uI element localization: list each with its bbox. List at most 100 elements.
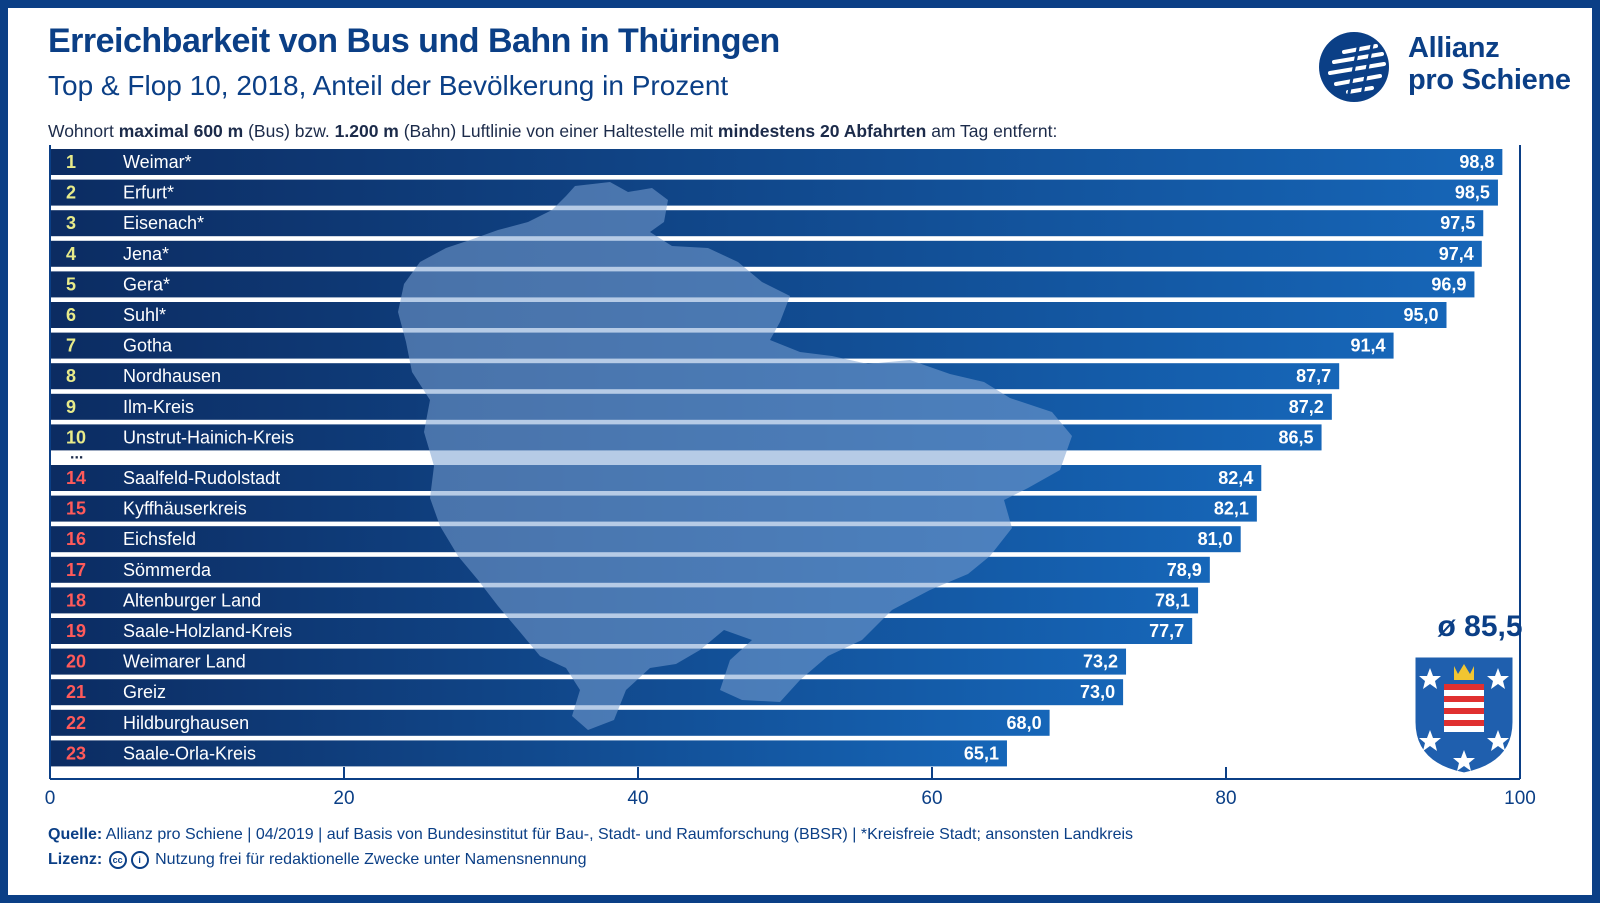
rank-label: 7 [66, 336, 76, 356]
value-label: 87,2 [1289, 397, 1324, 417]
rank-label: 3 [66, 213, 76, 233]
bar [50, 709, 1050, 736]
x-tick-label: 0 [45, 788, 56, 809]
category-label: Gotha [123, 336, 173, 356]
category-label: Erfurt* [123, 183, 174, 203]
ellipsis-label: ... [70, 445, 83, 462]
rank-label: 22 [66, 713, 86, 733]
rank-label: 9 [66, 397, 76, 417]
value-label: 86,5 [1279, 427, 1314, 447]
category-label: Saale-Holzland-Kreis [123, 621, 292, 641]
definition-note: Wohnort maximal 600 m (Bus) bzw. 1.200 m… [48, 121, 1057, 142]
rank-label: 2 [66, 183, 76, 203]
rank-label: 23 [66, 743, 86, 763]
allianz-pro-schiene-logo: Allianz pro Schiene [1318, 28, 1571, 106]
x-tick-label: 20 [333, 788, 354, 809]
license-text: Nutzung frei für redaktionelle Zwecke un… [155, 851, 587, 868]
note-bold: mindestens 20 Abfahrten [717, 121, 927, 141]
x-axis: 0 20 40 60 80 100 [45, 145, 1536, 809]
category-label: Nordhausen [123, 366, 221, 386]
rank-label: 10 [66, 427, 86, 447]
value-label: 73,2 [1083, 652, 1118, 672]
category-label: Saale-Orla-Kreis [123, 743, 256, 763]
value-label: 78,9 [1167, 560, 1202, 580]
rank-label: 16 [66, 529, 86, 549]
source-label: Quelle: [48, 826, 103, 843]
logo-text: Allianz pro Schiene [1408, 32, 1571, 96]
license-label: Lizenz: [48, 851, 103, 868]
rank-label: 5 [66, 274, 76, 294]
bar [50, 240, 1482, 267]
bar [50, 149, 1503, 175]
x-tick-label: 80 [1215, 788, 1236, 809]
value-label: 97,5 [1440, 213, 1475, 233]
attribution-icon: i [130, 851, 149, 869]
allianz-pro-schiene-logo-icon [1319, 32, 1389, 102]
bar [50, 179, 1498, 206]
category-label: Unstrut-Hainich-Kreis [123, 427, 294, 447]
category-label: Greiz [123, 682, 166, 702]
rank-label: 18 [66, 590, 86, 610]
value-label: 91,4 [1351, 336, 1386, 356]
rank-label: 1 [66, 152, 76, 172]
category-label: Weimarer Land [123, 652, 246, 672]
value-label: 78,1 [1155, 590, 1190, 610]
average-label: ø 85,5 [1437, 610, 1523, 643]
value-label: 87,7 [1296, 366, 1331, 386]
x-tick-label: 60 [921, 788, 942, 809]
source-note: Quelle: Allianz pro Schiene | 04/2019 | … [48, 826, 1133, 844]
category-label: Jena* [123, 244, 169, 264]
value-label: 96,9 [1431, 274, 1466, 294]
rank-label: 19 [66, 621, 86, 641]
thueringen-crest-icon [1412, 654, 1516, 776]
value-label: 81,0 [1198, 529, 1233, 549]
value-label: 98,8 [1459, 152, 1494, 172]
bar [50, 740, 1007, 767]
note-part: am Tag entfernt: [926, 121, 1058, 141]
value-label: 82,4 [1218, 468, 1253, 488]
license-note: Lizenz: cc i Nutzung frei für redaktionel… [48, 851, 586, 869]
category-label: Saalfeld-Rudolstadt [123, 468, 280, 488]
note-part: (Bahn) Luftlinie von einer Haltestelle m… [398, 121, 718, 141]
value-label: 73,0 [1080, 682, 1115, 702]
rank-label: 17 [66, 560, 86, 580]
category-label: Eisenach* [123, 213, 204, 233]
category-label: Sömmerda [123, 560, 212, 580]
x-tick-label: 40 [627, 788, 648, 809]
rank-label: 15 [66, 499, 86, 519]
note-bold: 1.200 m [334, 121, 399, 141]
category-label: Ilm-Kreis [123, 397, 194, 417]
value-label: 95,0 [1403, 305, 1438, 325]
rank-label: 14 [66, 468, 86, 488]
source-text: Allianz pro Schiene | 04/2019 | auf Basi… [102, 826, 1134, 843]
labels-group: 1 Weimar* 98,8 2 Erfurt* 98,5 3 Eisenach* 97,5 4 J… [66, 152, 1494, 763]
rank-label: 8 [66, 366, 76, 386]
category-label: Weimar* [123, 152, 192, 172]
category-label: Altenburger Land [123, 590, 261, 610]
chart-subtitle: Top & Flop 10, 2018, Anteil der Bevölker… [48, 70, 729, 101]
bar [50, 210, 1484, 237]
chart-title: Erreichbarkeit von Bus und Bahn in Thüri… [48, 22, 780, 60]
rank-label: 21 [66, 682, 86, 702]
category-label: Suhl* [123, 305, 166, 325]
logo-line: pro Schiene [1408, 64, 1571, 96]
rank-label: 4 [66, 244, 76, 264]
x-tick-label: 100 [1504, 788, 1536, 809]
note-bold: maximal 600 m [118, 121, 244, 141]
value-label: 65,1 [964, 743, 999, 763]
note-part: Wohnort [48, 121, 119, 141]
thueringen-map-silhouette-icon [398, 182, 1072, 730]
value-label: 82,1 [1214, 499, 1249, 519]
value-label: 68,0 [1007, 713, 1042, 733]
logo-line: Allianz [1408, 32, 1500, 64]
value-label: 97,4 [1439, 244, 1474, 264]
value-label: 98,5 [1455, 183, 1490, 203]
category-label: Eichsfeld [123, 529, 196, 549]
rank-label: 6 [66, 305, 76, 325]
rank-label: 20 [66, 652, 86, 672]
creative-commons-icon: cc [108, 851, 127, 869]
category-label: Kyffhäuserkreis [123, 499, 247, 519]
category-label: Hildburghausen [123, 713, 249, 733]
note-part: (Bus) bzw. [243, 121, 335, 141]
